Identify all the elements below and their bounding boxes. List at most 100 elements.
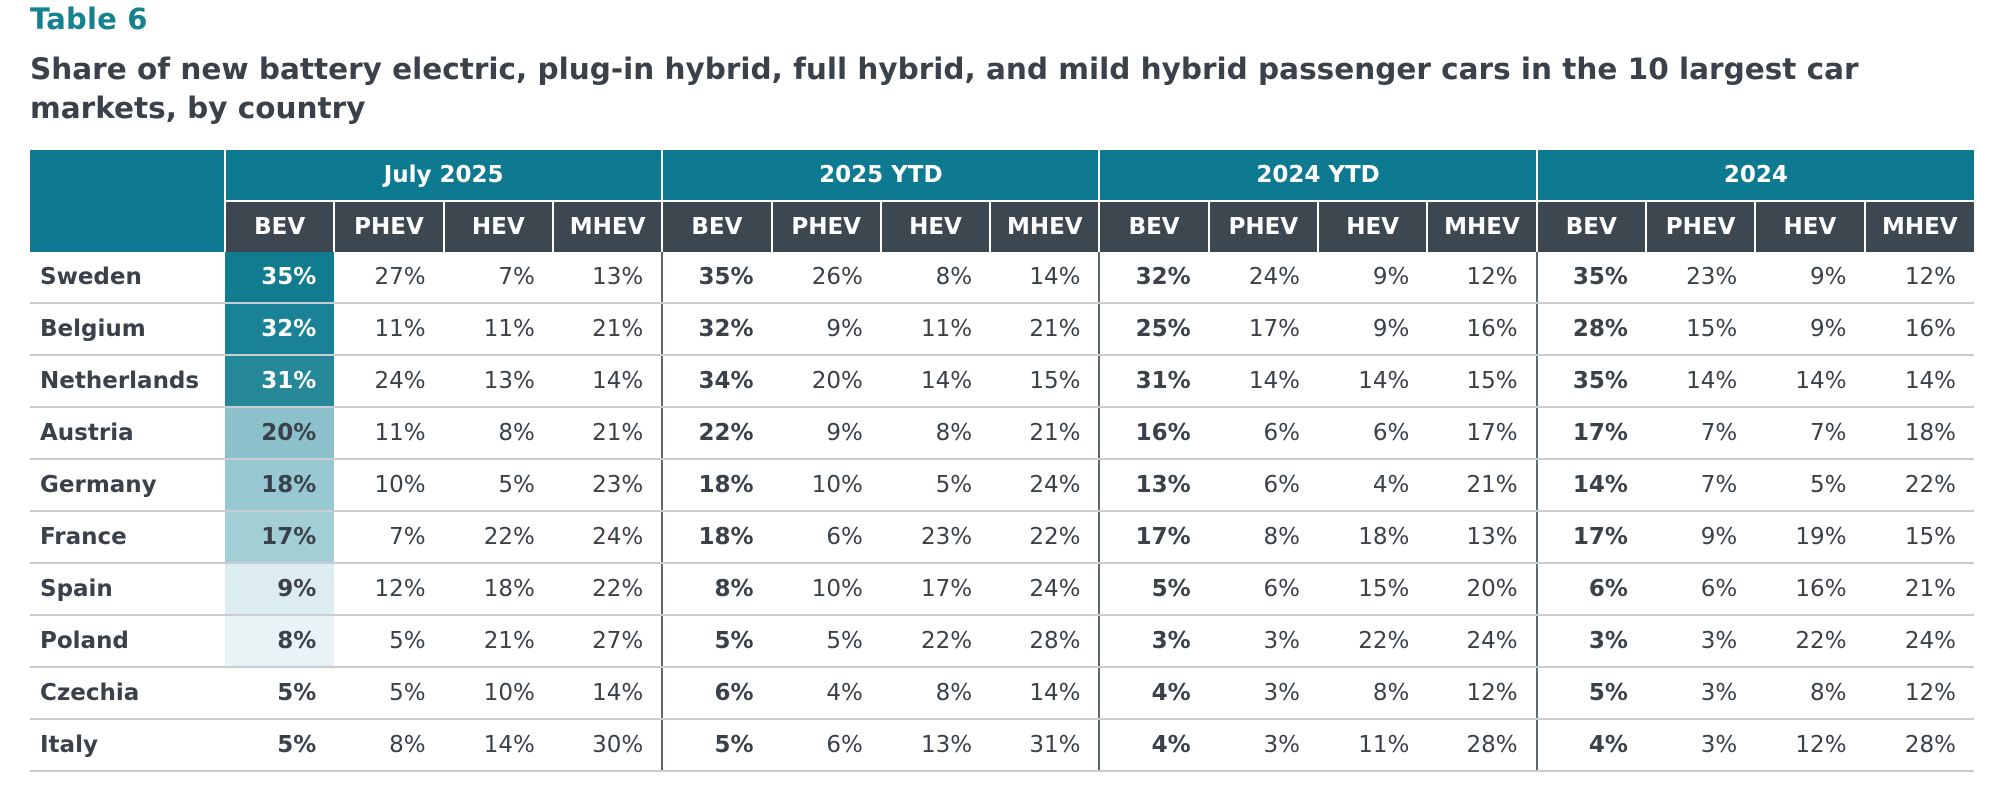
- value-cell-hev: 9%: [1755, 303, 1865, 356]
- value-cell-hev: 13%: [443, 355, 553, 408]
- value-cell-hev: 22%: [880, 615, 991, 668]
- value-cell-bev: 4%: [1098, 719, 1209, 772]
- value-cell-mhev: 31%: [990, 719, 1100, 772]
- header-corner: [30, 150, 225, 252]
- value-cell-bev: 32%: [1098, 252, 1209, 304]
- value-cell-bev: 35%: [1535, 355, 1646, 408]
- value-cell-hev: 22%: [1755, 615, 1865, 668]
- value-cell-hev: 7%: [443, 252, 553, 304]
- value-cell-mhev: 24%: [1427, 615, 1537, 668]
- value-cell-hev: 9%: [1318, 303, 1428, 356]
- country-cell: Belgium: [30, 303, 225, 356]
- value-cell-mhev: 13%: [552, 252, 663, 304]
- value-cell-phev: 9%: [771, 407, 881, 460]
- value-cell-bev: 8%: [225, 615, 335, 668]
- value-cell-mhev: 15%: [990, 355, 1100, 408]
- value-cell-hev: 15%: [1318, 563, 1428, 616]
- value-cell-bev: 20%: [225, 407, 335, 460]
- value-cell-mhev: 28%: [1864, 719, 1974, 772]
- value-cell-mhev: 12%: [1427, 667, 1537, 720]
- value-cell-phev: 11%: [334, 303, 444, 356]
- value-cell-hev: 23%: [880, 511, 991, 564]
- value-cell-phev: 9%: [771, 303, 881, 356]
- value-cell-bev: 3%: [1098, 615, 1209, 668]
- value-cell-bev: 32%: [225, 303, 335, 356]
- value-cell-hev: 8%: [880, 407, 991, 460]
- value-cell-bev: 17%: [225, 511, 335, 564]
- value-cell-phev: 3%: [1645, 719, 1756, 772]
- table-label: Table 6: [30, 2, 148, 36]
- value-cell-bev: 35%: [225, 252, 335, 304]
- value-cell-hev: 14%: [880, 355, 991, 408]
- value-cell-phev: 26%: [771, 252, 881, 304]
- value-cell-bev: 5%: [1535, 667, 1646, 720]
- value-cell-hev: 8%: [880, 252, 991, 304]
- value-cell-phev: 17%: [1208, 303, 1319, 356]
- value-cell-mhev: 28%: [1427, 719, 1537, 772]
- value-cell-phev: 7%: [1645, 407, 1756, 460]
- sub-header-mhev: MHEV: [1863, 201, 1974, 252]
- table-row: Italy 5% 8% 14% 30% 5% 6% 13% 31% 4% 3% 11% 28% 4% 3% 1…: [30, 719, 1974, 772]
- value-cell-bev: 6%: [661, 667, 772, 720]
- value-cell-phev: 6%: [1645, 563, 1756, 616]
- value-cell-hev: 9%: [1318, 252, 1428, 304]
- value-cell-phev: 4%: [771, 667, 881, 720]
- value-cell-phev: 23%: [1645, 252, 1756, 304]
- value-cell-mhev: 28%: [990, 615, 1100, 668]
- value-cell-phev: 5%: [334, 667, 444, 720]
- group-header-2025-ytd: 2025 YTD: [661, 150, 1100, 202]
- value-cell-hev: 17%: [880, 563, 991, 616]
- table-row: Germany 18% 10% 5% 23% 18% 10% 5% 24% 13% 6% 4% 21% 1…: [30, 459, 1974, 512]
- sub-header-hev: HEV: [1317, 201, 1428, 252]
- sub-header-hev: HEV: [1754, 201, 1865, 252]
- country-cell: Italy: [30, 719, 225, 772]
- value-cell-phev: 3%: [1645, 615, 1756, 668]
- value-cell-phev: 12%: [334, 563, 444, 616]
- value-cell-mhev: 14%: [990, 667, 1100, 720]
- value-cell-mhev: 21%: [552, 303, 663, 356]
- value-cell-mhev: 21%: [990, 407, 1100, 460]
- table-row: Netherlands 31% 24% 13% 14% 34% 20% 14% 15% 31% 14…: [30, 355, 1974, 408]
- table-row: Czechia 5% 5% 10% 14% 6% 4% 8% 14% 4% 3% 8% 12% 5% 3% 8…: [30, 667, 1974, 720]
- value-cell-phev: 5%: [334, 615, 444, 668]
- value-cell-phev: 6%: [771, 719, 881, 772]
- value-cell-hev: 9%: [1755, 252, 1865, 304]
- group-header-2024: 2024: [1535, 150, 1974, 202]
- value-cell-hev: 11%: [880, 303, 991, 356]
- sub-header-bev: BEV: [223, 201, 335, 252]
- data-table: July 2025 2025 YTD 2024 YTD 2024 BEV PHEV…: [30, 150, 1974, 772]
- sub-header-phev: PHEV: [770, 201, 881, 252]
- country-cell: Spain: [30, 563, 225, 616]
- value-cell-bev: 31%: [1098, 355, 1209, 408]
- value-cell-bev: 18%: [661, 459, 772, 512]
- value-cell-phev: 24%: [334, 355, 444, 408]
- value-cell-phev: 6%: [1208, 459, 1319, 512]
- country-cell: Czechia: [30, 667, 225, 720]
- value-cell-mhev: 22%: [990, 511, 1100, 564]
- value-cell-hev: 16%: [1755, 563, 1865, 616]
- table-title: Share of new battery electric, plug-in h…: [30, 52, 1859, 125]
- value-cell-phev: 6%: [1208, 563, 1319, 616]
- country-cell: Poland: [30, 615, 225, 668]
- value-cell-bev: 16%: [1098, 407, 1209, 460]
- value-cell-hev: 11%: [443, 303, 553, 356]
- value-cell-mhev: 12%: [1864, 667, 1974, 720]
- value-cell-hev: 8%: [880, 667, 991, 720]
- value-cell-hev: 8%: [1318, 667, 1428, 720]
- value-cell-bev: 18%: [225, 459, 335, 512]
- value-cell-phev: 15%: [1645, 303, 1756, 356]
- value-cell-mhev: 14%: [552, 355, 663, 408]
- value-cell-mhev: 24%: [1864, 615, 1974, 668]
- value-cell-mhev: 14%: [1864, 355, 1974, 408]
- value-cell-bev: 32%: [661, 303, 772, 356]
- sub-header-row: BEV PHEV HEV MHEV BEV PHEV HEV MHEV BEV PHEV HEV MH…: [30, 201, 1974, 252]
- value-cell-hev: 18%: [1318, 511, 1428, 564]
- value-cell-mhev: 14%: [990, 252, 1100, 304]
- value-cell-bev: 25%: [1098, 303, 1209, 356]
- value-cell-hev: 6%: [1318, 407, 1428, 460]
- value-cell-phev: 27%: [334, 252, 444, 304]
- value-cell-bev: 34%: [661, 355, 772, 408]
- value-cell-hev: 4%: [1318, 459, 1428, 512]
- sub-header-hev: HEV: [879, 201, 991, 252]
